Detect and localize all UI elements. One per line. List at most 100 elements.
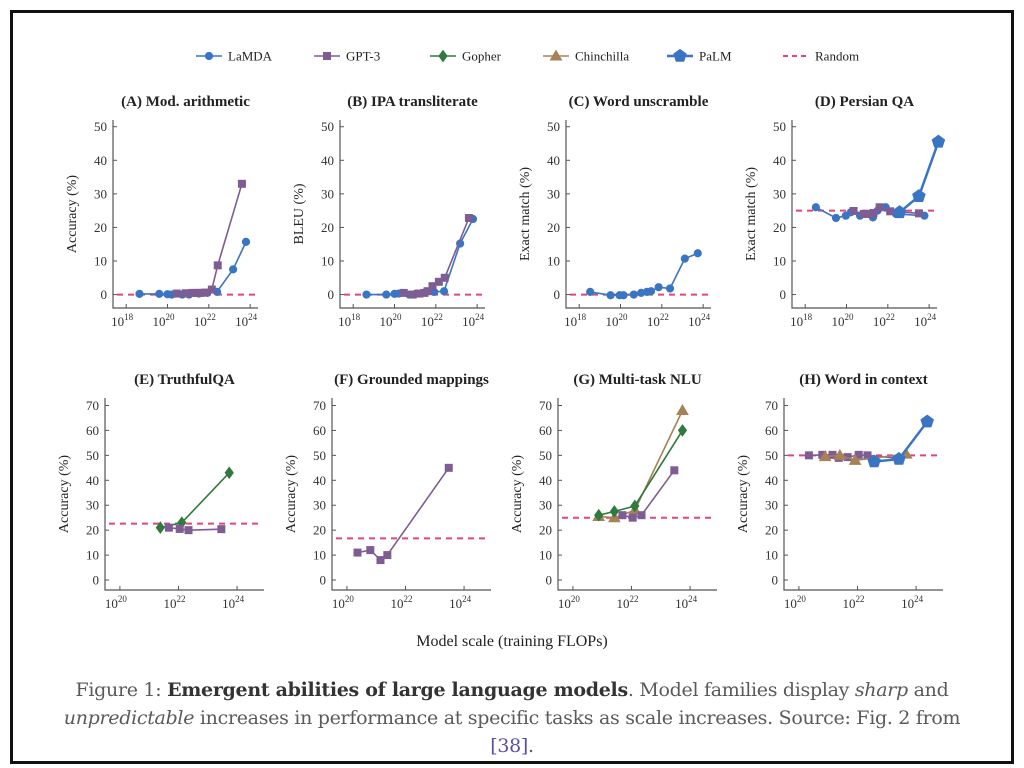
y-axis-label: BLEU (%) bbox=[292, 183, 307, 244]
data-point bbox=[181, 289, 190, 298]
x-tick-label: 1024 bbox=[901, 594, 924, 611]
axes bbox=[565, 120, 711, 309]
y-tick-label: 20 bbox=[321, 220, 334, 235]
x-tick-label: 1022 bbox=[647, 312, 669, 329]
y-tick-label: 30 bbox=[321, 186, 334, 201]
data-point bbox=[804, 451, 813, 460]
data-point bbox=[869, 208, 878, 217]
data-point bbox=[629, 290, 638, 299]
y-tick-label: 30 bbox=[773, 186, 786, 201]
panel-title: (C) Word unscramble bbox=[569, 94, 709, 110]
legend-label: PaLM bbox=[699, 49, 732, 64]
caption-prefix: Figure 1: bbox=[75, 679, 168, 701]
series-line bbox=[366, 218, 474, 296]
data-point bbox=[849, 206, 858, 215]
x-tick-label: 1022 bbox=[163, 594, 185, 611]
data-point bbox=[155, 521, 165, 535]
y-tick-label: 0 bbox=[554, 287, 561, 302]
legend-item-random: Random bbox=[783, 49, 859, 64]
x-tick-label: 1020 bbox=[784, 594, 807, 611]
y-tick-label: 0 bbox=[101, 287, 108, 302]
x-tick-label: 1022 bbox=[390, 594, 412, 611]
data-point bbox=[670, 466, 679, 475]
data-point bbox=[594, 508, 604, 522]
x-tick-label: 1020 bbox=[105, 594, 127, 611]
y-tick-label: 60 bbox=[313, 423, 326, 438]
y-tick-label: 40 bbox=[86, 473, 99, 488]
series-line bbox=[168, 526, 222, 532]
y-tick-label: 10 bbox=[547, 254, 560, 269]
x-tick-label: 1020 bbox=[153, 312, 176, 329]
legend-label: Chinchilla bbox=[575, 49, 629, 64]
y-tick-label: 60 bbox=[765, 423, 778, 438]
y-axis-label: Accuracy (%) bbox=[510, 455, 525, 533]
pentagon-marker-icon bbox=[673, 48, 687, 62]
data-point bbox=[665, 284, 675, 293]
data-point bbox=[619, 291, 628, 300]
y-tick-label: 20 bbox=[773, 220, 786, 235]
series-line bbox=[160, 472, 230, 529]
y-tick-label: 10 bbox=[539, 548, 552, 563]
data-point bbox=[353, 548, 362, 557]
x-tick-label: 1022 bbox=[194, 312, 216, 329]
y-tick-label: 0 bbox=[780, 287, 787, 302]
data-point bbox=[818, 450, 832, 462]
data-point bbox=[175, 524, 184, 533]
y-tick-label: 20 bbox=[547, 220, 560, 235]
series-gpt3 bbox=[399, 214, 473, 299]
y-tick-label: 0 bbox=[546, 573, 553, 588]
data-point bbox=[428, 282, 437, 291]
x-tick-label: 1020 bbox=[606, 312, 629, 329]
data-point bbox=[892, 451, 906, 465]
data-point bbox=[382, 290, 391, 299]
y-tick-label: 60 bbox=[86, 423, 99, 438]
legend-item-gopher: Gopher bbox=[430, 49, 502, 64]
figure-caption: Figure 1: Emergent abilities of large la… bbox=[20, 676, 1004, 760]
data-point bbox=[376, 556, 385, 565]
triangle-marker-icon bbox=[549, 49, 563, 61]
legend-item-chinchilla: Chinchilla bbox=[543, 49, 629, 64]
data-point bbox=[135, 289, 144, 298]
caption-bold: Emergent abilities of large language mod… bbox=[167, 679, 628, 701]
citation-link[interactable]: [38] bbox=[490, 735, 529, 757]
caption-text: increases in performance at specific tas… bbox=[194, 707, 961, 729]
data-point bbox=[848, 453, 862, 465]
x-tick-label: 1020 bbox=[380, 312, 403, 329]
caption-text: and bbox=[907, 679, 949, 701]
y-tick-label: 40 bbox=[539, 473, 552, 488]
data-point bbox=[654, 283, 663, 292]
legend-item-palm: PaLM bbox=[667, 49, 732, 64]
x-tick-label: 1018 bbox=[338, 312, 361, 329]
x-tick-label: 1024 bbox=[675, 594, 698, 611]
data-point bbox=[628, 513, 637, 522]
y-tick-label: 40 bbox=[94, 153, 107, 168]
series-gopher bbox=[594, 424, 688, 522]
caption-end: . bbox=[528, 735, 534, 757]
data-point bbox=[224, 466, 234, 480]
caption-italic: unpredictable bbox=[63, 707, 195, 729]
x-tick-label: 1020 bbox=[332, 594, 355, 611]
y-tick-label: 30 bbox=[765, 498, 778, 513]
data-point bbox=[886, 207, 895, 216]
axes bbox=[112, 120, 258, 309]
x-tick-label: 1024 bbox=[914, 312, 937, 329]
x-tick-label: 1024 bbox=[449, 594, 472, 611]
data-point bbox=[440, 273, 449, 282]
y-tick-label: 0 bbox=[772, 573, 779, 588]
data-point bbox=[606, 291, 615, 300]
x-tick-label: 1024 bbox=[462, 312, 485, 329]
y-tick-label: 70 bbox=[765, 398, 778, 413]
series-gpt3 bbox=[172, 179, 246, 298]
y-tick-label: 10 bbox=[321, 254, 334, 269]
x-tick-label: 1024 bbox=[235, 312, 258, 329]
y-tick-label: 10 bbox=[94, 254, 107, 269]
panel-title: (B) IPA transliterate bbox=[347, 94, 478, 110]
data-point bbox=[912, 189, 926, 202]
panel-title: (H) Word in context bbox=[799, 372, 927, 388]
y-tick-label: 70 bbox=[313, 398, 326, 413]
data-point bbox=[677, 424, 688, 437]
